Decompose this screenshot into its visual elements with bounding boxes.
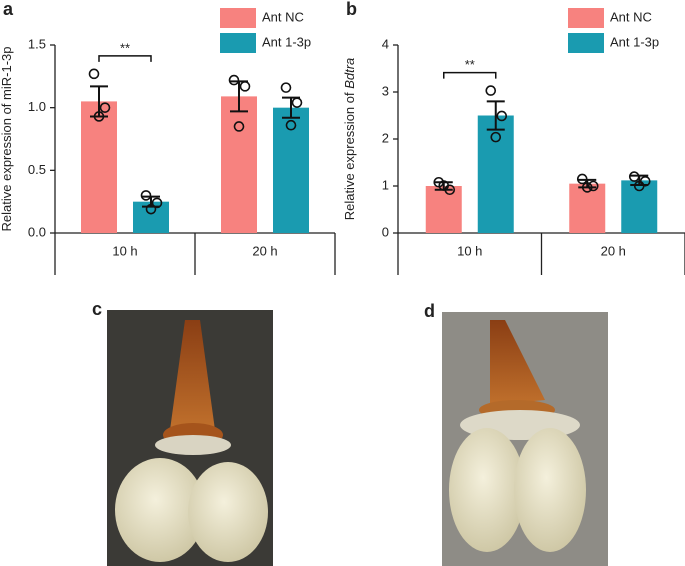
data-point	[291, 97, 303, 108]
data-point	[151, 197, 163, 209]
data-point	[99, 102, 111, 113]
x-tick-label: 20 h	[601, 243, 626, 258]
bar	[221, 96, 257, 234]
legend-label: Ant 1-3p	[610, 34, 659, 49]
panel-label: d	[424, 301, 435, 321]
y-axis-label-gene: Bdtra	[342, 58, 357, 89]
significance-bracket	[443, 71, 497, 79]
x-tick-label: 20 h	[252, 243, 277, 258]
legend-swatch	[568, 33, 604, 53]
data-point	[93, 111, 105, 122]
data-point	[140, 190, 152, 201]
data-point	[490, 131, 502, 143]
bar	[425, 186, 462, 233]
y-tick-label: 1.5	[28, 36, 46, 51]
data-point	[587, 180, 599, 192]
y-tick-label: 1.0	[28, 99, 46, 114]
data-point	[239, 81, 251, 92]
legend-swatch	[220, 8, 256, 28]
y-tick-label: 2	[382, 130, 389, 145]
data-point	[581, 182, 593, 193]
y-tick-label: 3	[382, 83, 389, 98]
data-point	[280, 82, 292, 93]
x-tick-label: 10 h	[457, 243, 482, 258]
y-axis-label: Relative expression of miR-1-3p	[0, 47, 14, 232]
bar	[621, 180, 658, 233]
y-tick-label: 1	[382, 177, 389, 192]
data-point	[496, 110, 508, 122]
bar	[81, 101, 117, 234]
photo-d	[442, 312, 608, 566]
y-tick-label: 0.0	[28, 224, 46, 239]
bar	[273, 107, 309, 233]
data-point	[145, 203, 157, 215]
y-tick-label: 4	[382, 36, 389, 51]
y-tick-label: 0.5	[28, 162, 46, 177]
y-axis-label-text: Relative expression of miR-1-3p	[0, 47, 14, 232]
data-point	[233, 121, 245, 132]
bar	[569, 183, 606, 233]
significance-label: **	[465, 57, 475, 72]
panel-label: b	[346, 0, 357, 19]
significance-label: **	[120, 40, 130, 55]
bar	[477, 115, 514, 233]
legend-swatch	[568, 8, 604, 28]
data-point	[438, 180, 450, 191]
panel-label: a	[3, 0, 14, 19]
data-point	[285, 119, 297, 131]
data-point	[228, 74, 240, 86]
photo-c	[107, 310, 273, 566]
legend-label: Ant NC	[610, 9, 652, 24]
data-point	[485, 85, 497, 96]
x-tick-label: 10 h	[112, 243, 137, 258]
legend-label: Ant 1-3p	[262, 34, 311, 49]
legend-label: Ant NC	[262, 9, 304, 24]
data-point	[576, 173, 588, 185]
y-tick-label: 0	[382, 224, 389, 239]
y-axis-label-text: Relative expression of	[342, 89, 357, 221]
legend-swatch	[220, 33, 256, 53]
data-point	[633, 180, 645, 192]
data-point	[628, 171, 640, 182]
y-axis-label: Relative expression of Bdtra	[342, 58, 357, 221]
significance-bracket	[98, 55, 152, 62]
panel-label: c	[92, 299, 102, 319]
data-point	[88, 68, 100, 80]
